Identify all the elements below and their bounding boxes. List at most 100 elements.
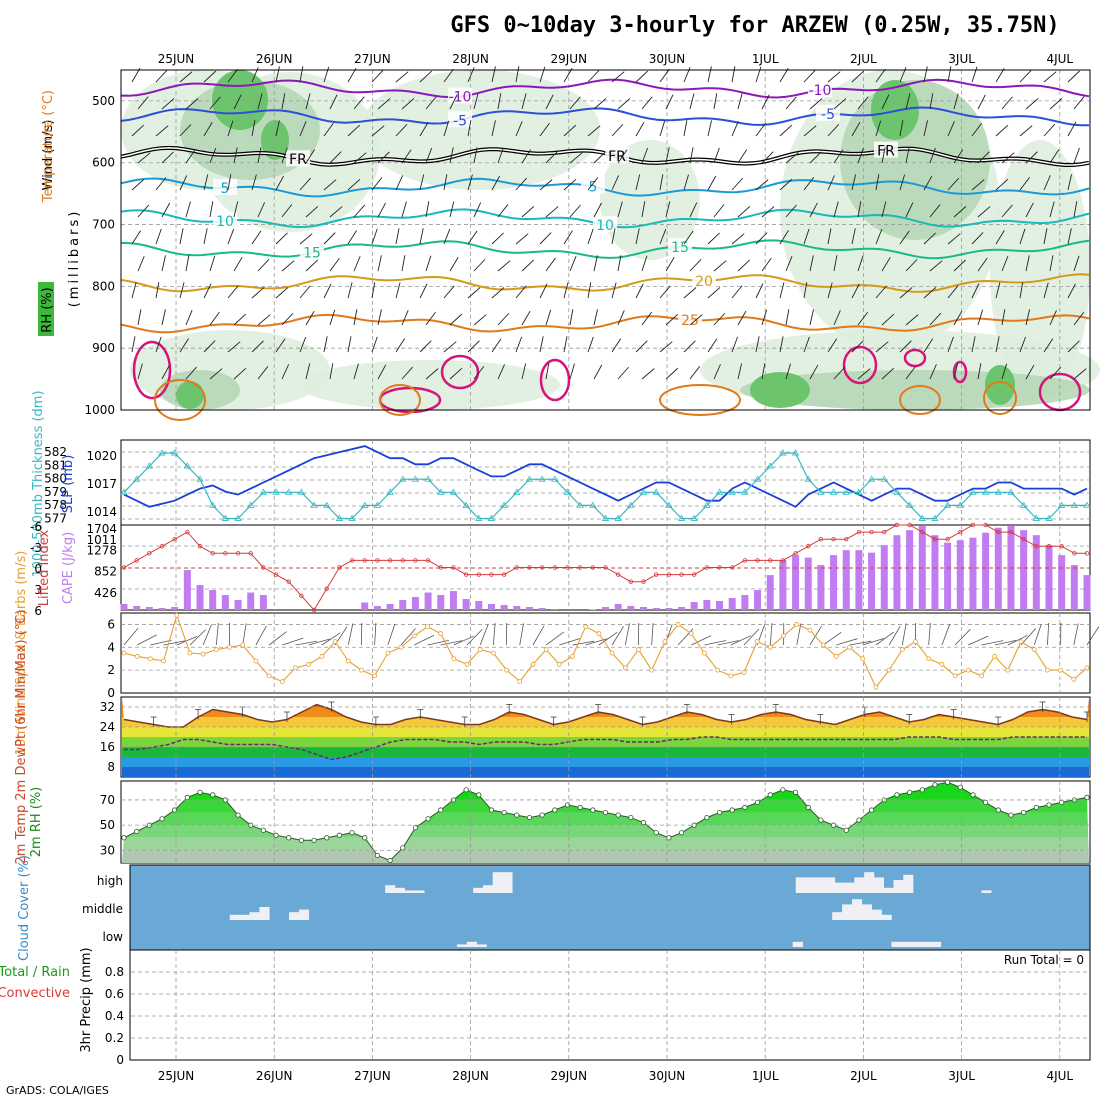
wind-barb	[761, 363, 766, 380]
contour-label: 15	[303, 246, 321, 262]
thickness-marker	[538, 475, 546, 482]
wind-barb	[515, 121, 523, 137]
contour-30-loop	[440, 354, 480, 390]
wind-barb	[353, 96, 365, 110]
li-marker	[577, 565, 583, 570]
wind-barb	[161, 309, 166, 326]
rh-band	[122, 850, 1089, 863]
wind-barb	[131, 124, 144, 137]
wind-barb	[371, 282, 376, 299]
wind-barb	[131, 336, 136, 353]
wind-barb	[827, 228, 832, 245]
wind-barb	[953, 206, 967, 218]
rh-legend-swatch	[38, 282, 54, 336]
upper-ylabel-temp: Temperature (°C)	[41, 90, 56, 203]
cloud-bar	[298, 909, 310, 920]
rh-marker	[678, 830, 685, 836]
wind-marker	[767, 644, 773, 650]
thickness-marker	[1007, 488, 1015, 495]
wind-barb	[233, 94, 242, 110]
wind-barb	[329, 151, 342, 164]
cape-bar	[449, 591, 457, 610]
wind-marker	[728, 673, 734, 679]
li-marker	[755, 558, 760, 563]
cape-bar	[969, 537, 977, 610]
rh-marker	[945, 779, 951, 785]
cape-bar	[411, 597, 419, 610]
contour-label: 5	[589, 180, 598, 196]
cape-bar	[931, 535, 939, 610]
wind-barb	[347, 282, 353, 299]
wind-barb	[593, 151, 606, 164]
cape-bar	[792, 555, 800, 610]
wind-barb	[1025, 202, 1034, 218]
rh-marker	[362, 835, 368, 841]
wind-barb	[497, 147, 504, 164]
wind-barb	[713, 93, 718, 110]
cape-bar	[766, 575, 774, 610]
wind-barb	[449, 257, 459, 272]
cape-bar	[652, 608, 660, 610]
thickness-marker	[221, 514, 230, 521]
wind-barb	[1025, 364, 1035, 380]
cape-li-panel: -6 -3 0 3 6 1704 1278 852 426 Lifted Index CAPE …	[30, 520, 1091, 618]
cloud-ticks: high middle low	[82, 874, 123, 944]
rh-marker	[526, 814, 533, 821]
wind-barb	[443, 68, 454, 83]
cape-bar	[399, 600, 407, 610]
wind-barb	[227, 285, 239, 299]
li-marker	[806, 544, 811, 549]
wind-barb	[155, 69, 168, 83]
wind-marker	[372, 673, 378, 679]
cloud-bar	[289, 912, 300, 920]
wind-barb	[449, 147, 454, 164]
wind-barb	[611, 123, 624, 137]
rh-tick: 30	[100, 843, 115, 857]
wind-marker	[306, 662, 312, 667]
wind-barb	[1001, 96, 1013, 110]
wind-barb	[515, 66, 520, 83]
rh-marker	[184, 794, 190, 801]
wind-barb	[563, 282, 569, 299]
wind-barb	[851, 70, 864, 83]
li-marker	[514, 565, 520, 570]
contour-30-loop	[903, 348, 927, 368]
li-marker	[299, 593, 304, 599]
li-marker	[324, 586, 329, 591]
wind-marker	[425, 624, 430, 630]
wind-barb	[185, 201, 191, 218]
wind-marker	[1058, 667, 1064, 673]
precip-ylabel-mm: 3hr Precip (mm)	[79, 947, 94, 1052]
wind-barb	[545, 257, 556, 272]
li-marker	[286, 579, 291, 584]
wind10m-panel: 6 4 2 0 10m Wind Speed & Barbs (m/s)	[14, 551, 1100, 755]
contour-label-bg	[581, 177, 605, 194]
temp-band	[122, 737, 1089, 747]
wind-barb	[923, 287, 937, 299]
li-marker	[425, 558, 431, 563]
rh-shade-core	[212, 70, 268, 130]
wind-barb	[1043, 338, 1054, 353]
cloud-bar	[901, 941, 912, 947]
wind-barb	[833, 98, 847, 110]
wind-barb	[569, 309, 574, 326]
wind-barb	[137, 363, 143, 380]
wind-ticks: 6 4 2 0	[107, 617, 115, 700]
thickness-marker	[893, 488, 901, 495]
cape-bar	[817, 565, 825, 610]
wind-barb	[929, 204, 941, 218]
wind-barb	[491, 120, 496, 137]
wind-barb	[569, 204, 581, 218]
wind-barb	[971, 122, 983, 137]
wind-barb	[137, 256, 145, 272]
wind-barb	[851, 228, 856, 245]
wind-barb-10m	[928, 623, 931, 646]
wind-barb	[1067, 174, 1073, 191]
precip-tick: 0.2	[105, 1031, 124, 1045]
li-marker	[261, 565, 266, 570]
top-date-label: 1JUL	[752, 52, 779, 66]
upper-rh-shading	[121, 70, 1100, 410]
cloud-bar	[903, 874, 914, 893]
rh-marker	[590, 807, 596, 813]
contour-label: 20	[695, 274, 713, 290]
